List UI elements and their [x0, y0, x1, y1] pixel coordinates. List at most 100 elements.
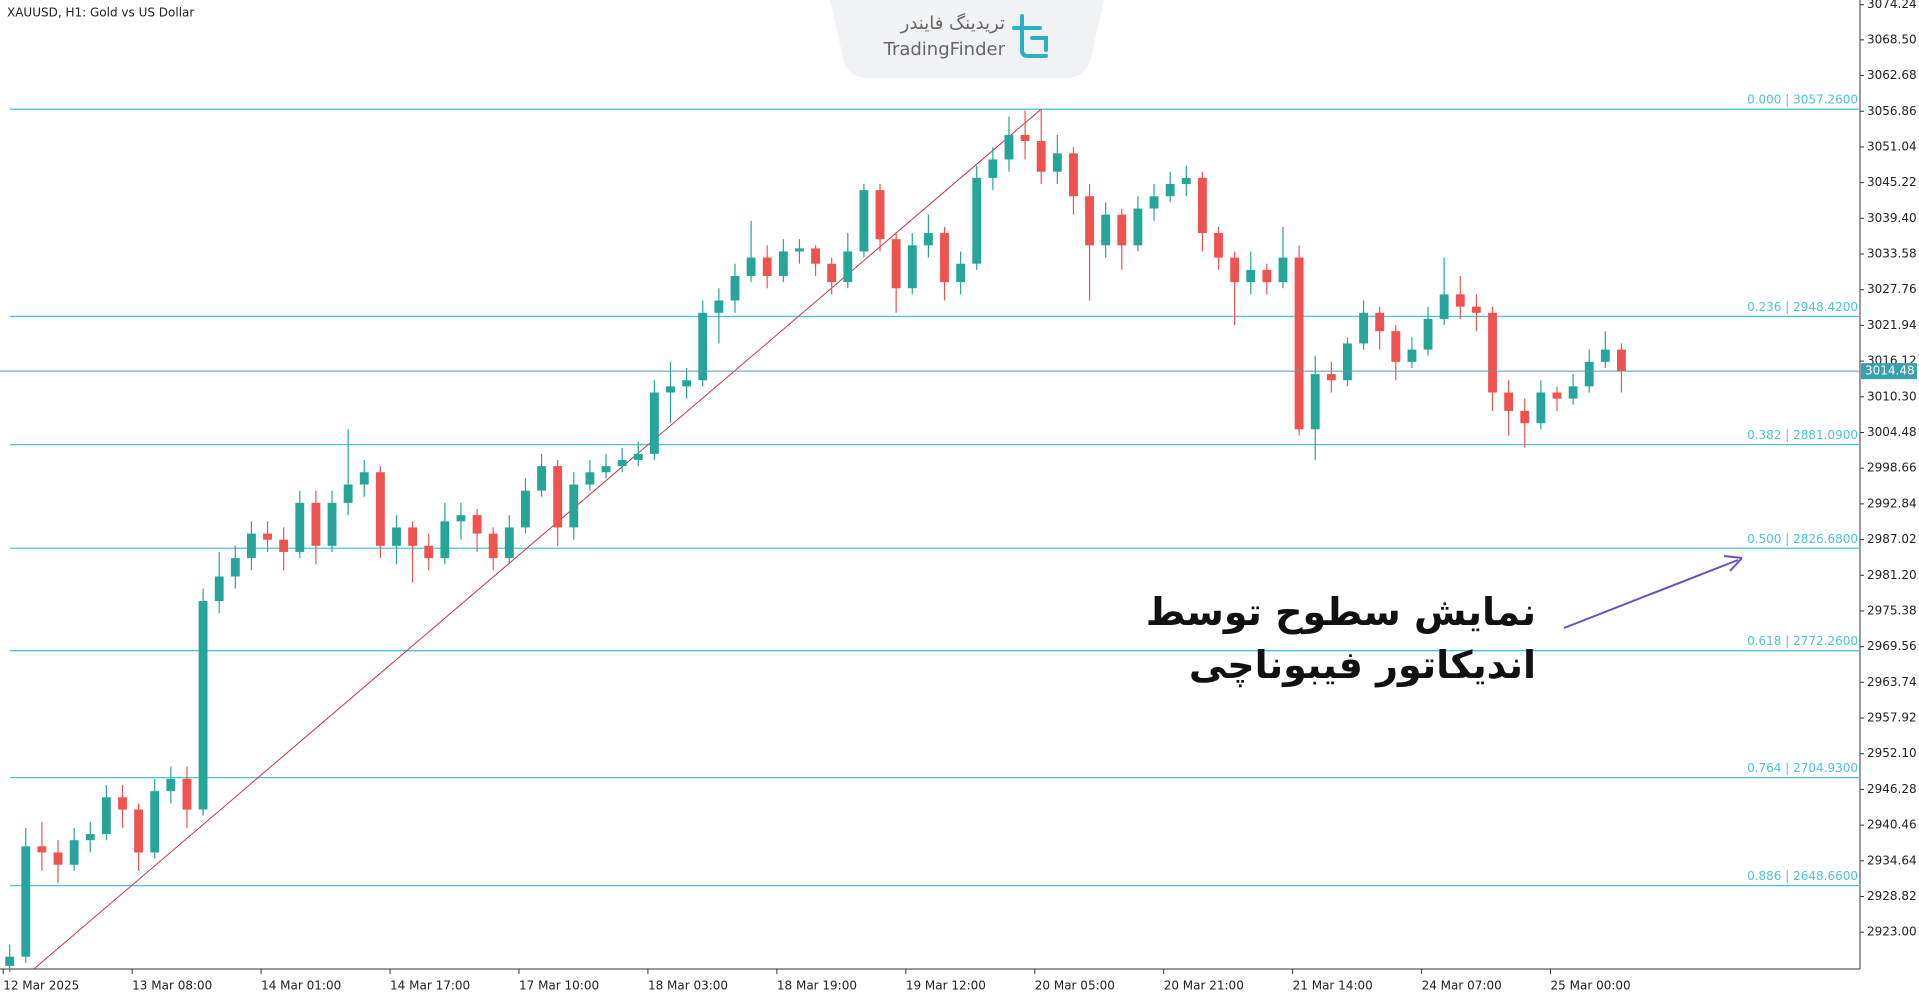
candle-body: [1568, 386, 1578, 399]
candle-body: [746, 257, 756, 276]
candle-body: [682, 380, 692, 387]
candle-body: [666, 386, 675, 393]
candle-body: [1246, 269, 1256, 283]
candle-body: [263, 533, 272, 540]
candle-body: [1004, 134, 1014, 160]
candle-body: [118, 797, 127, 810]
candle-body: [1536, 392, 1546, 424]
candle-body: [1552, 392, 1562, 399]
candle-body: [1278, 257, 1288, 283]
fib-label: 0.236 | 2948.4200: [1747, 300, 1858, 314]
candle-body: [988, 159, 998, 178]
candle-body: [69, 840, 79, 865]
candle-body: [1455, 294, 1465, 307]
candle-body: [21, 846, 31, 957]
candle-body: [698, 312, 708, 381]
candle-body: [440, 521, 450, 559]
candle-body: [408, 527, 418, 546]
candle-body: [1600, 349, 1610, 362]
candle-body: [1165, 183, 1175, 197]
candle-body: [778, 251, 788, 276]
candle-body: [488, 533, 498, 559]
y-tick-label: 2934.64: [1867, 853, 1917, 867]
annotation-arrow: [1563, 559, 1739, 629]
y-tick-label: 2946.28: [1867, 782, 1917, 796]
candle-body: [923, 233, 933, 246]
candle-body: [1439, 294, 1449, 319]
fib-label: 0.886 | 2648.6600: [1747, 869, 1858, 883]
candle-body: [1359, 312, 1369, 344]
candle-body: [1101, 214, 1111, 246]
candle-body: [1069, 153, 1078, 197]
annotation-line: نمایش سطوح توسط: [1145, 590, 1536, 634]
x-tick-label: 14 Mar 17:00: [390, 979, 470, 993]
candle-body: [649, 392, 659, 454]
candle-body: [1375, 312, 1385, 332]
candle-body: [569, 484, 579, 528]
x-tick-label: 14 Mar 01:00: [261, 979, 341, 993]
x-tick-label: 17 Mar 10:00: [519, 979, 599, 993]
candle-body: [907, 245, 917, 289]
y-tick-label: 3074.24: [1867, 0, 1917, 11]
candle-body: [1117, 214, 1127, 246]
y-tick-label: 3039.40: [1867, 211, 1917, 225]
candle-body: [1488, 312, 1497, 393]
candle-body: [1133, 208, 1143, 246]
y-tick-label: 3045.22: [1867, 175, 1917, 189]
current-price-box: [1861, 363, 1917, 380]
candle-body: [537, 466, 546, 491]
fib-label: 0.382 | 2881.0900: [1747, 428, 1858, 442]
logo-tab: [830, 0, 1104, 78]
y-tick-label: 3051.04: [1867, 139, 1917, 153]
fib-label: 0.618 | 2772.2600: [1747, 634, 1858, 648]
candle-body: [85, 834, 95, 841]
candle-body: [327, 502, 337, 546]
candle-body: [359, 472, 369, 485]
candle-body: [504, 527, 514, 559]
y-tick-label: 2952.10: [1867, 746, 1917, 760]
y-tick-label: 2981.20: [1867, 568, 1917, 582]
candle-body: [940, 233, 949, 283]
y-tick-label: 2963.74: [1867, 675, 1917, 689]
candle-body: [859, 190, 869, 252]
candle-body: [1391, 331, 1401, 362]
y-tick-label: 3062.68: [1867, 68, 1917, 82]
x-tick-label: 18 Mar 19:00: [777, 979, 857, 993]
candle-body: [585, 472, 595, 485]
x-tick-label: 20 Mar 05:00: [1035, 979, 1115, 993]
candle-body: [1020, 134, 1030, 142]
candle-body: [553, 466, 563, 528]
y-tick-label: 2969.56: [1867, 639, 1917, 653]
candle-body: [198, 601, 208, 810]
y-tick-label: 3027.76: [1867, 282, 1917, 296]
x-tick-label: 12 Mar 2025: [3, 979, 79, 993]
candle-body: [1617, 349, 1626, 372]
candle-body: [1262, 269, 1272, 283]
candle-body: [891, 239, 901, 289]
candle-body: [730, 275, 740, 301]
candle-body: [1197, 177, 1207, 234]
y-tick-label: 2998.66: [1867, 461, 1917, 475]
candle-body: [1423, 318, 1433, 350]
logo-icon: [1012, 14, 1048, 58]
candle-body: [617, 459, 627, 467]
x-tick-label: 25 Mar 00:00: [1551, 979, 1631, 993]
y-tick-label: 2987.02: [1867, 532, 1917, 546]
logo-persian: تریدینگ فایندر: [900, 12, 1005, 34]
candle-body: [956, 263, 966, 283]
y-tick-label: 3033.58: [1867, 247, 1917, 261]
candle-body: [375, 472, 385, 546]
candle-body: [424, 545, 434, 559]
y-tick-label: 3010.30: [1867, 389, 1917, 403]
candle-body: [633, 453, 643, 460]
candle-body: [972, 177, 982, 264]
candle-body: [1326, 374, 1336, 381]
fib-label: 0.764 | 2704.9300: [1747, 761, 1858, 775]
candle-body: [37, 846, 47, 853]
x-tick-label: 19 Mar 12:00: [906, 979, 986, 993]
x-tick-label: 21 Mar 14:00: [1293, 979, 1373, 993]
candle-body: [472, 515, 482, 534]
candle-body: [762, 257, 772, 276]
